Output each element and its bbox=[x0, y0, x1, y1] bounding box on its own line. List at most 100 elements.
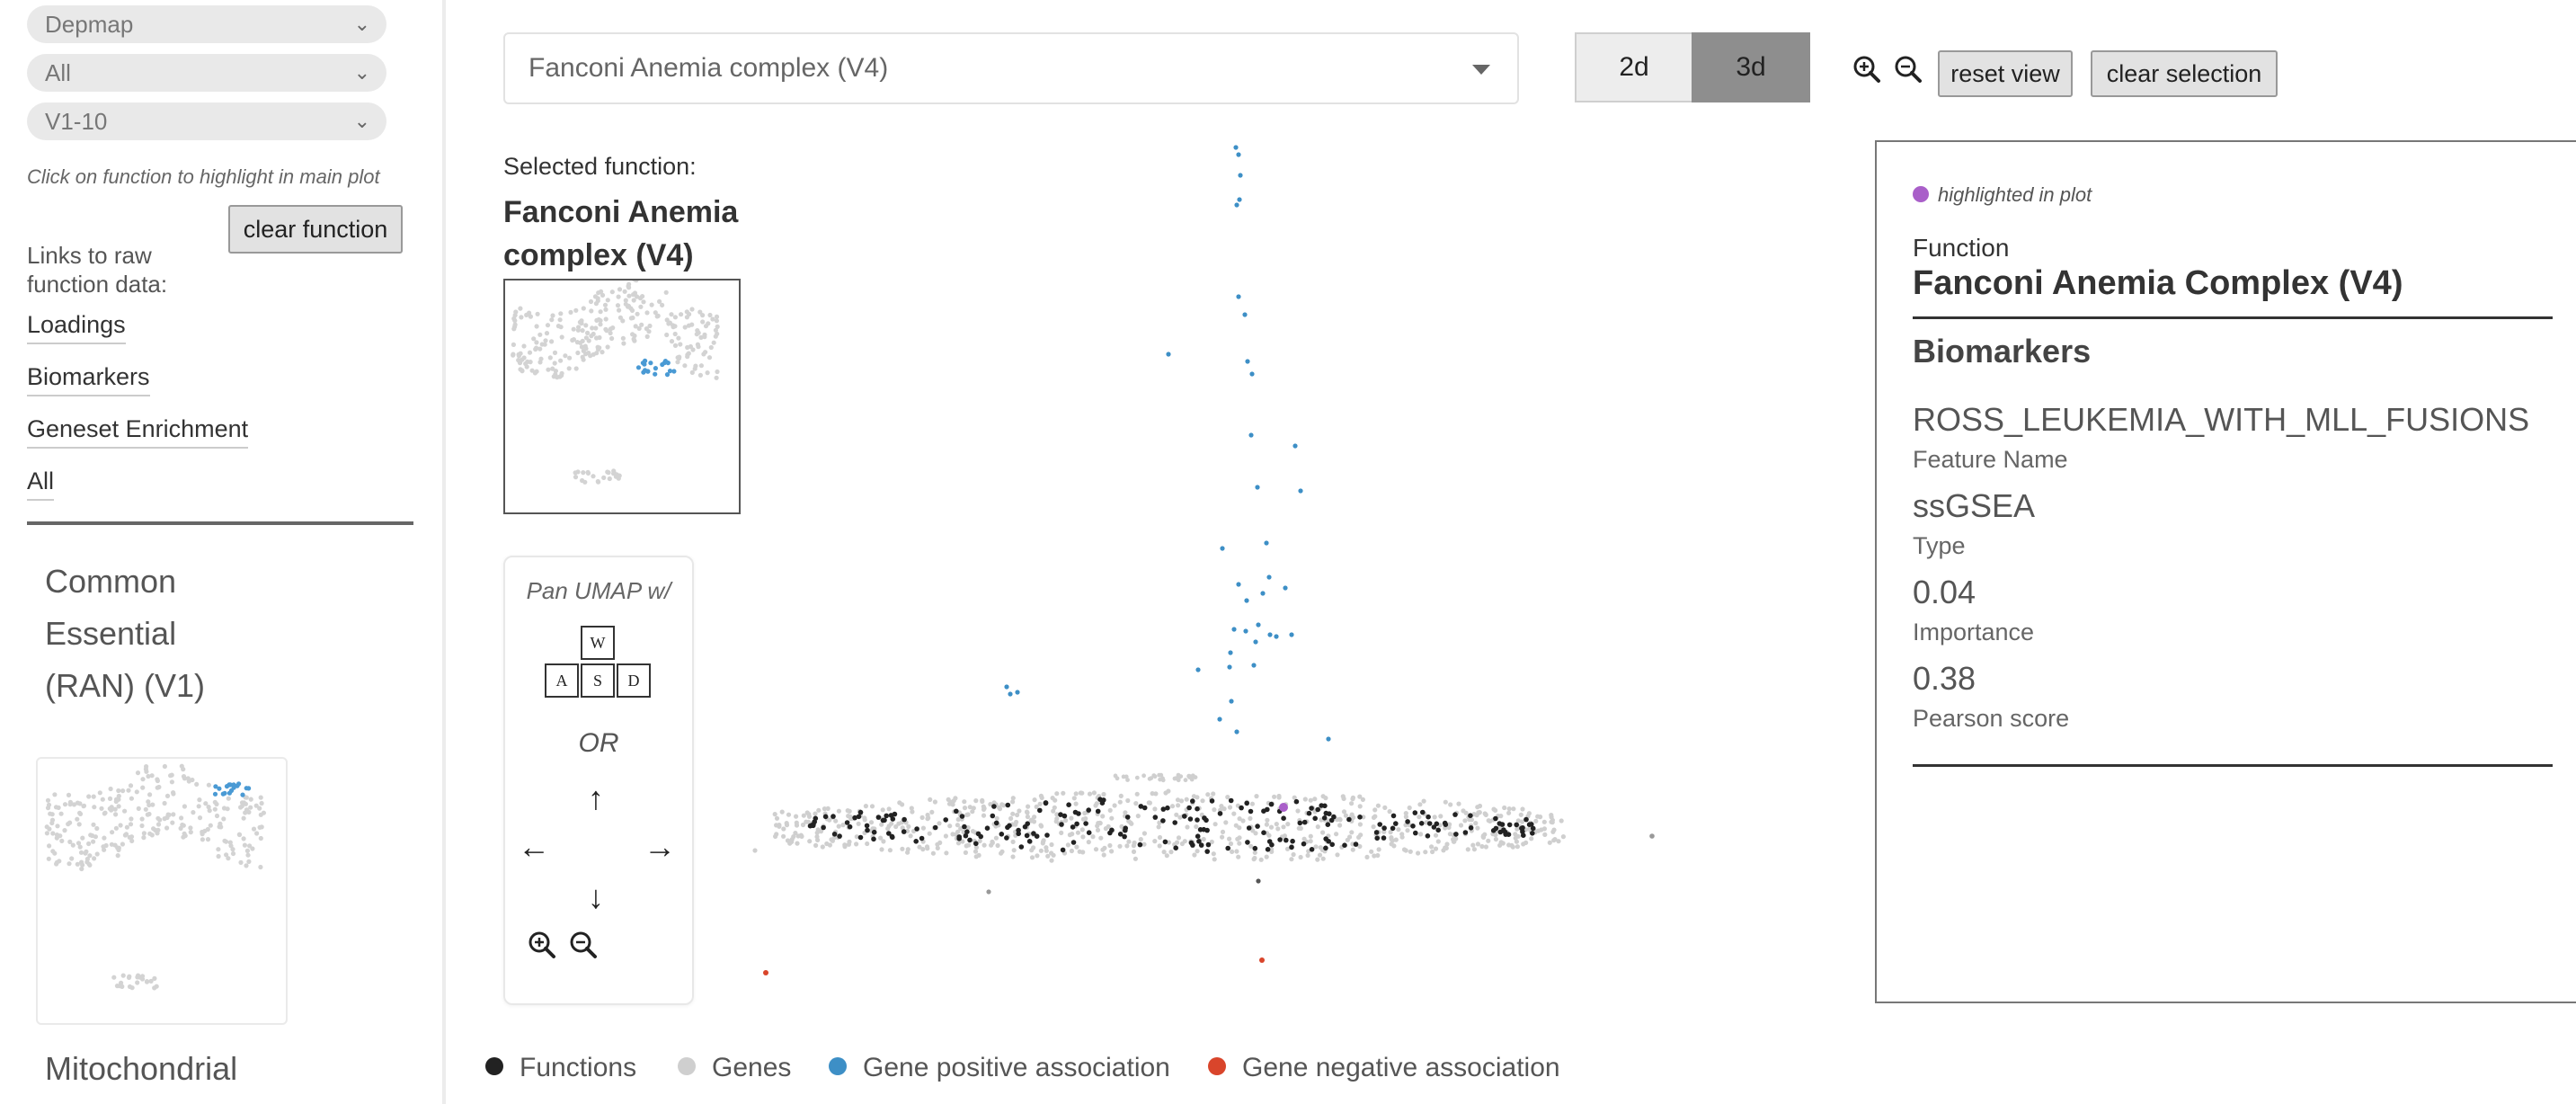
gene-point bbox=[1158, 777, 1162, 782]
gene-point bbox=[1133, 801, 1139, 806]
link-loadings[interactable]: Loadings bbox=[27, 311, 126, 344]
function-point bbox=[1357, 815, 1363, 820]
gene-point bbox=[1315, 824, 1320, 830]
gene-point bbox=[113, 812, 119, 817]
gene-point bbox=[988, 802, 993, 807]
version-dropdown[interactable]: V1-10 ⌄ bbox=[27, 102, 386, 140]
gene-point bbox=[824, 841, 830, 847]
function-point bbox=[1016, 831, 1021, 837]
reset-view-button[interactable]: reset view bbox=[1938, 50, 2073, 97]
positive-association-point bbox=[664, 372, 671, 378]
gene-point bbox=[1230, 849, 1235, 855]
gene-point bbox=[1305, 852, 1310, 859]
link-biomarkers[interactable]: Biomarkers bbox=[27, 363, 150, 396]
gene-point bbox=[973, 845, 979, 850]
function-point bbox=[1070, 840, 1077, 845]
key-d[interactable]: D bbox=[617, 663, 651, 698]
function-point bbox=[967, 837, 973, 843]
gene-point bbox=[1253, 831, 1258, 836]
zoom-out-icon[interactable] bbox=[568, 930, 599, 960]
gene-point bbox=[1051, 808, 1056, 814]
arrow-right-icon[interactable]: → bbox=[644, 828, 676, 865]
gene-point bbox=[1491, 806, 1497, 812]
gene-point bbox=[226, 856, 231, 861]
gene-point bbox=[1091, 790, 1097, 796]
gene-point bbox=[143, 806, 148, 812]
gene-point bbox=[977, 838, 982, 844]
gene-point bbox=[182, 804, 187, 809]
gene-point bbox=[245, 852, 251, 858]
clear-selection-button[interactable]: clear selection bbox=[2091, 50, 2278, 97]
arrow-left-icon[interactable]: ← bbox=[518, 828, 550, 865]
gene-point bbox=[920, 847, 926, 852]
key-a[interactable]: A bbox=[545, 663, 579, 698]
gene-point bbox=[1343, 813, 1348, 818]
positive-association-point bbox=[1326, 736, 1331, 742]
clear-function-button[interactable]: clear function bbox=[228, 205, 403, 254]
arrow-up-icon[interactable]: ↑ bbox=[588, 779, 604, 816]
gene-point bbox=[120, 984, 125, 989]
function-point bbox=[913, 839, 919, 844]
filter-dropdown[interactable]: All ⌄ bbox=[27, 54, 386, 92]
gene-point bbox=[1093, 847, 1099, 852]
gene-point bbox=[141, 835, 147, 841]
view-3d-button[interactable]: 3d bbox=[1692, 32, 1810, 102]
gene-point bbox=[1147, 800, 1152, 806]
arrow-down-icon[interactable]: ↓ bbox=[588, 878, 604, 915]
function-point bbox=[1309, 847, 1315, 852]
gene-point bbox=[1403, 814, 1408, 820]
gene-point bbox=[1134, 791, 1140, 797]
gene-point bbox=[675, 360, 680, 365]
function-select-value: Fanconi Anemia complex (V4) bbox=[529, 53, 889, 83]
function-select[interactable]: Fanconi Anemia complex (V4) bbox=[503, 32, 1519, 104]
function-point bbox=[1277, 837, 1283, 842]
gene-point bbox=[1240, 818, 1246, 824]
function-point bbox=[993, 820, 999, 826]
gene-point bbox=[218, 824, 224, 830]
function-point bbox=[1256, 878, 1261, 884]
function-card-title[interactable]: Mitochondrial bbox=[45, 1050, 238, 1087]
gene-point bbox=[512, 322, 518, 327]
zoom-in-icon[interactable] bbox=[1852, 54, 1882, 85]
gene-point bbox=[865, 841, 870, 847]
gene-point bbox=[1502, 805, 1507, 811]
dataset-dropdown[interactable]: Depmap ⌄ bbox=[27, 5, 386, 43]
gene-point bbox=[1090, 834, 1096, 840]
function-point bbox=[1328, 817, 1335, 824]
gene-point bbox=[1547, 840, 1552, 845]
key-s[interactable]: S bbox=[581, 663, 615, 698]
gene-point bbox=[795, 841, 800, 846]
link-all[interactable]: All bbox=[27, 467, 55, 501]
positive-association-point bbox=[1289, 632, 1294, 637]
gene-point bbox=[154, 984, 159, 989]
gene-point bbox=[1157, 843, 1162, 849]
gene-point bbox=[1069, 848, 1074, 854]
gene-point bbox=[92, 805, 97, 810]
gene-point bbox=[86, 794, 92, 799]
function-card-title[interactable]: Common Essential (RAN) (V1) bbox=[45, 563, 205, 704]
key-w[interactable]: W bbox=[581, 626, 615, 660]
zoom-out-icon[interactable] bbox=[1893, 54, 1923, 85]
gene-point bbox=[573, 366, 579, 371]
gene-point bbox=[973, 854, 979, 859]
gene-point bbox=[1185, 824, 1190, 830]
gene-point bbox=[1150, 791, 1155, 797]
umap-scatter-plot[interactable] bbox=[737, 135, 1708, 998]
function-card-thumbnail[interactable] bbox=[36, 757, 288, 1025]
gene-point bbox=[148, 978, 154, 984]
gene-point bbox=[1474, 813, 1479, 818]
gene-point bbox=[113, 798, 119, 805]
link-geneset-enrichment[interactable]: Geneset Enrichment bbox=[27, 415, 249, 449]
view-2d-button[interactable]: 2d bbox=[1575, 32, 1693, 102]
gene-point bbox=[997, 805, 1002, 810]
gene-point bbox=[1433, 846, 1439, 851]
gene-point bbox=[1107, 842, 1113, 849]
gene-point bbox=[1178, 798, 1185, 804]
gene-point bbox=[1265, 817, 1270, 823]
gene-point bbox=[900, 802, 905, 807]
gene-point bbox=[1291, 851, 1296, 858]
zoom-in-icon[interactable] bbox=[527, 930, 557, 960]
gene-point bbox=[1432, 815, 1437, 820]
gene-point bbox=[91, 822, 96, 827]
gene-point bbox=[1473, 821, 1479, 826]
